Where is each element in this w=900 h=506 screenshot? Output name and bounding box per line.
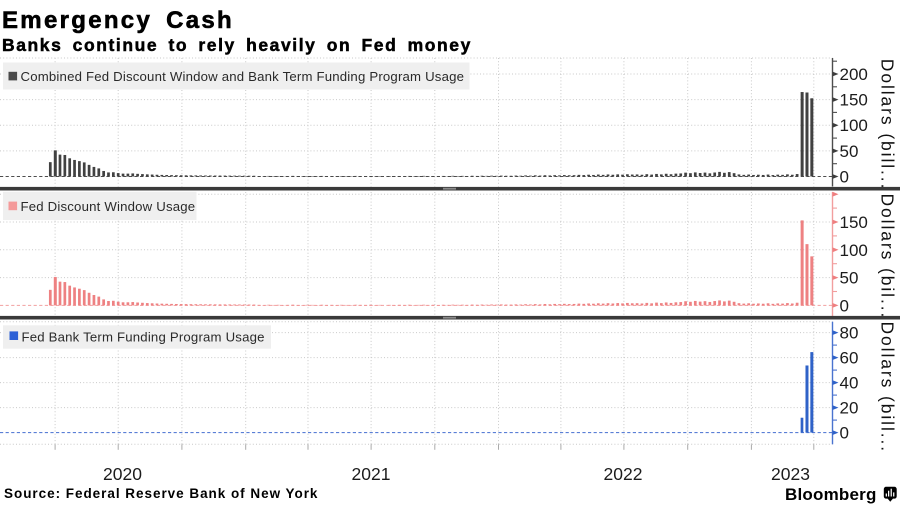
svg-text:0: 0 — [840, 296, 849, 315]
svg-text:100: 100 — [840, 116, 868, 135]
svg-text:80: 80 — [840, 324, 859, 343]
svg-text:Dollars (bil...: Dollars (bil... — [878, 194, 898, 320]
svg-text:2021: 2021 — [352, 464, 391, 484]
svg-text:50: 50 — [840, 269, 859, 288]
svg-text:0: 0 — [840, 424, 849, 443]
svg-text:200: 200 — [840, 65, 868, 84]
svg-text:Dollars (bill...: Dollars (bill... — [878, 322, 898, 454]
svg-text:2023: 2023 — [771, 464, 810, 484]
svg-text:50: 50 — [840, 142, 859, 161]
svg-text:2020: 2020 — [103, 464, 142, 484]
svg-text:0: 0 — [840, 168, 849, 187]
svg-text:2022: 2022 — [604, 464, 643, 484]
svg-text:Fed Discount Window Usage: Fed Discount Window Usage — [21, 199, 196, 214]
svg-text:60: 60 — [840, 349, 859, 368]
svg-text:150: 150 — [840, 91, 868, 110]
svg-text:Dollars (bill...: Dollars (bill... — [878, 59, 898, 191]
svg-text:Fed Bank Term Funding Program: Fed Bank Term Funding Program Usage — [22, 329, 265, 344]
svg-text:40: 40 — [840, 374, 859, 393]
svg-text:100: 100 — [840, 241, 868, 260]
svg-text:150: 150 — [840, 213, 868, 232]
svg-text:20: 20 — [840, 399, 859, 418]
svg-text:Combined Fed Discount Window a: Combined Fed Discount Window and Bank Te… — [21, 69, 465, 84]
